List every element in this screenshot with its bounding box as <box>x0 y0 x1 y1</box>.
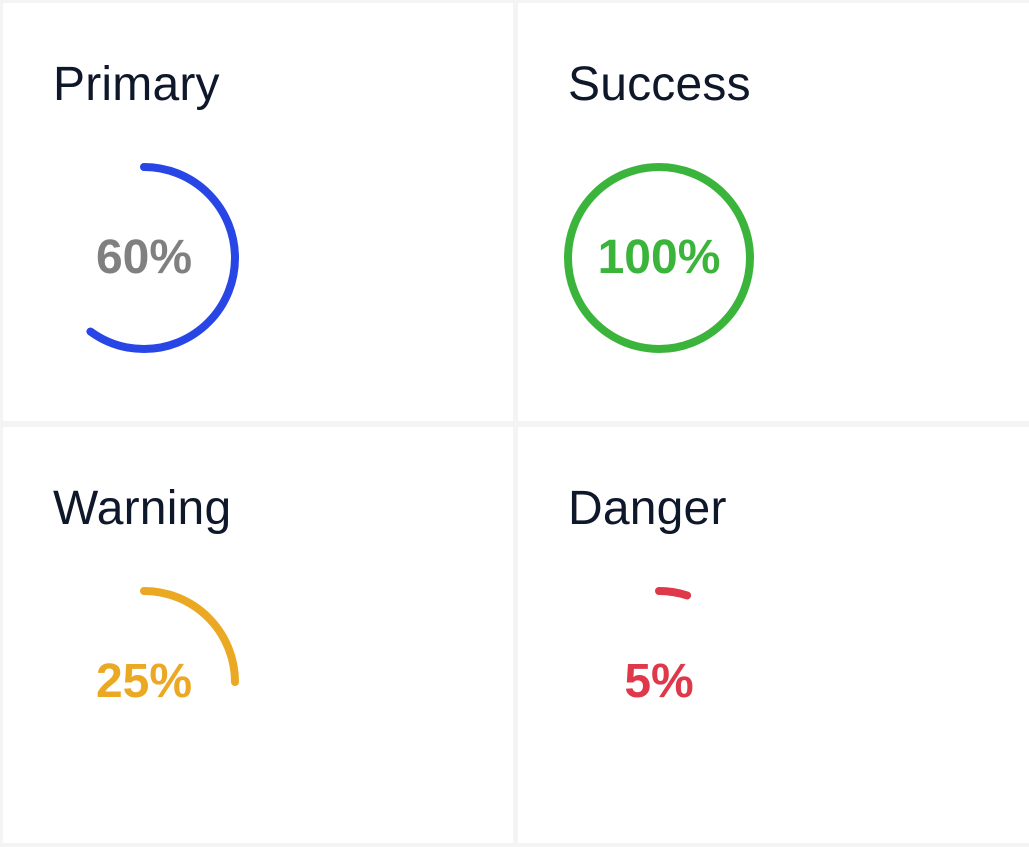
progress-arc-warning <box>49 587 239 777</box>
progress-ring-svg-warning <box>49 587 239 777</box>
card-title-warning: Warning <box>53 482 232 535</box>
card-success: Success 100% <box>518 3 1029 421</box>
progress-ring-primary: 60% <box>49 163 239 353</box>
progress-ring-danger: 5% <box>564 587 754 777</box>
progress-ring-svg-primary <box>49 163 239 353</box>
card-warning: Warning 25% <box>3 427 513 843</box>
progress-value-warning: 25% <box>95 655 193 708</box>
progress-arc-primary <box>49 163 239 353</box>
progress-ring-warning: 25% <box>49 587 239 777</box>
progress-ring-svg-danger <box>564 587 754 777</box>
progress-arc-success <box>564 163 754 353</box>
card-primary: Primary 60% <box>3 3 513 421</box>
progress-value-success: 100% <box>597 231 721 284</box>
card-title-success: Success <box>568 58 751 111</box>
progress-arc-danger <box>564 587 754 777</box>
progress-ring-success: 100% <box>564 163 754 353</box>
card-title-primary: Primary <box>53 58 220 111</box>
card-title-danger: Danger <box>568 482 727 535</box>
card-danger: Danger 5% <box>518 427 1029 843</box>
progress-value-primary: 60% <box>95 231 193 284</box>
progress-ring-svg-success <box>564 163 754 353</box>
progress-value-danger: 5% <box>624 655 694 708</box>
